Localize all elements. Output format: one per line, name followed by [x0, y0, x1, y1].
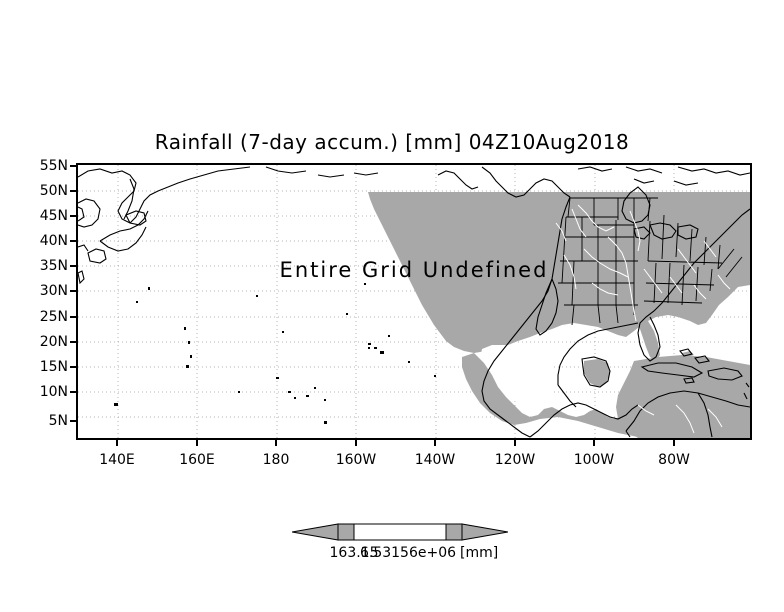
x-tick-mark — [434, 440, 436, 446]
shaded-land-region — [368, 192, 750, 438]
x-tick-mark — [514, 440, 516, 446]
y-tick-mark — [70, 290, 76, 292]
y-tick-label-50n: 50N — [39, 183, 68, 199]
y-tick-mark — [70, 265, 76, 267]
colorbar-unit-label: [mm] — [460, 545, 499, 561]
x-tick-mark — [275, 440, 277, 446]
x-tick-label-140w: 140W — [414, 452, 456, 468]
y-tick-mark — [70, 215, 76, 217]
colorbar[interactable] — [292, 520, 508, 544]
colorbar-max-label: 6.53156e+06 — [359, 545, 457, 561]
colorbar-right-block — [445, 523, 463, 541]
colorbar-labels: 163.15 6.53156e+06 [mm] — [292, 545, 508, 563]
y-tick-mark — [70, 391, 76, 393]
map-graphic — [78, 165, 750, 438]
chart-title: Rainfall (7-day accum.) [mm] 04Z10Aug201… — [154, 130, 630, 154]
hawaii-islands — [368, 343, 384, 354]
y-tick-mark — [70, 165, 76, 167]
x-tick-mark — [116, 440, 118, 446]
x-tick-mark — [673, 440, 675, 446]
x-tick-label-160e: 160E — [179, 452, 215, 468]
colorbar-left-block — [337, 523, 355, 541]
y-tick-label-20n: 20N — [39, 334, 68, 350]
x-tick-label-160w: 160W — [335, 452, 377, 468]
y-tick-label-15n: 15N — [39, 359, 68, 375]
colorbar-min-label: 163.15 — [329, 545, 379, 561]
y-tick-mark — [70, 190, 76, 192]
x-tick-label-180: 180 — [262, 452, 290, 468]
x-tick-label-140e: 140E — [99, 452, 135, 468]
x-tick-mark — [593, 440, 595, 446]
pacific-islands — [114, 283, 436, 424]
colorbar-center-block — [353, 523, 447, 541]
y-tick-label-5n: 5N — [48, 413, 68, 429]
colorbar-max-cap — [461, 523, 508, 541]
y-tick-mark — [70, 316, 76, 318]
y-tick-label-30n: 30N — [39, 283, 68, 299]
x-tick-mark — [355, 440, 357, 446]
y-tick-mark — [70, 240, 76, 242]
y-tick-label-40n: 40N — [39, 233, 68, 249]
x-tick-label-80w: 80W — [658, 452, 690, 468]
x-tick-label-100w: 100W — [573, 452, 615, 468]
y-tick-label-10n: 10N — [39, 384, 68, 400]
y-tick-mark — [70, 341, 76, 343]
y-tick-label-55n: 55N — [39, 158, 68, 174]
state-borders — [558, 197, 743, 326]
y-tick-mark — [70, 420, 76, 422]
y-tick-label-35n: 35N — [39, 258, 68, 274]
colorbar-min-cap — [292, 523, 339, 541]
map-plot-area[interactable] — [76, 163, 752, 440]
x-tick-label-120w: 120W — [494, 452, 536, 468]
x-tick-mark — [196, 440, 198, 446]
coastlines — [78, 166, 750, 438]
y-tick-label-45n: 45N — [39, 208, 68, 224]
y-tick-label-25n: 25N — [39, 309, 68, 325]
y-tick-mark — [70, 366, 76, 368]
rivers — [523, 204, 731, 434]
